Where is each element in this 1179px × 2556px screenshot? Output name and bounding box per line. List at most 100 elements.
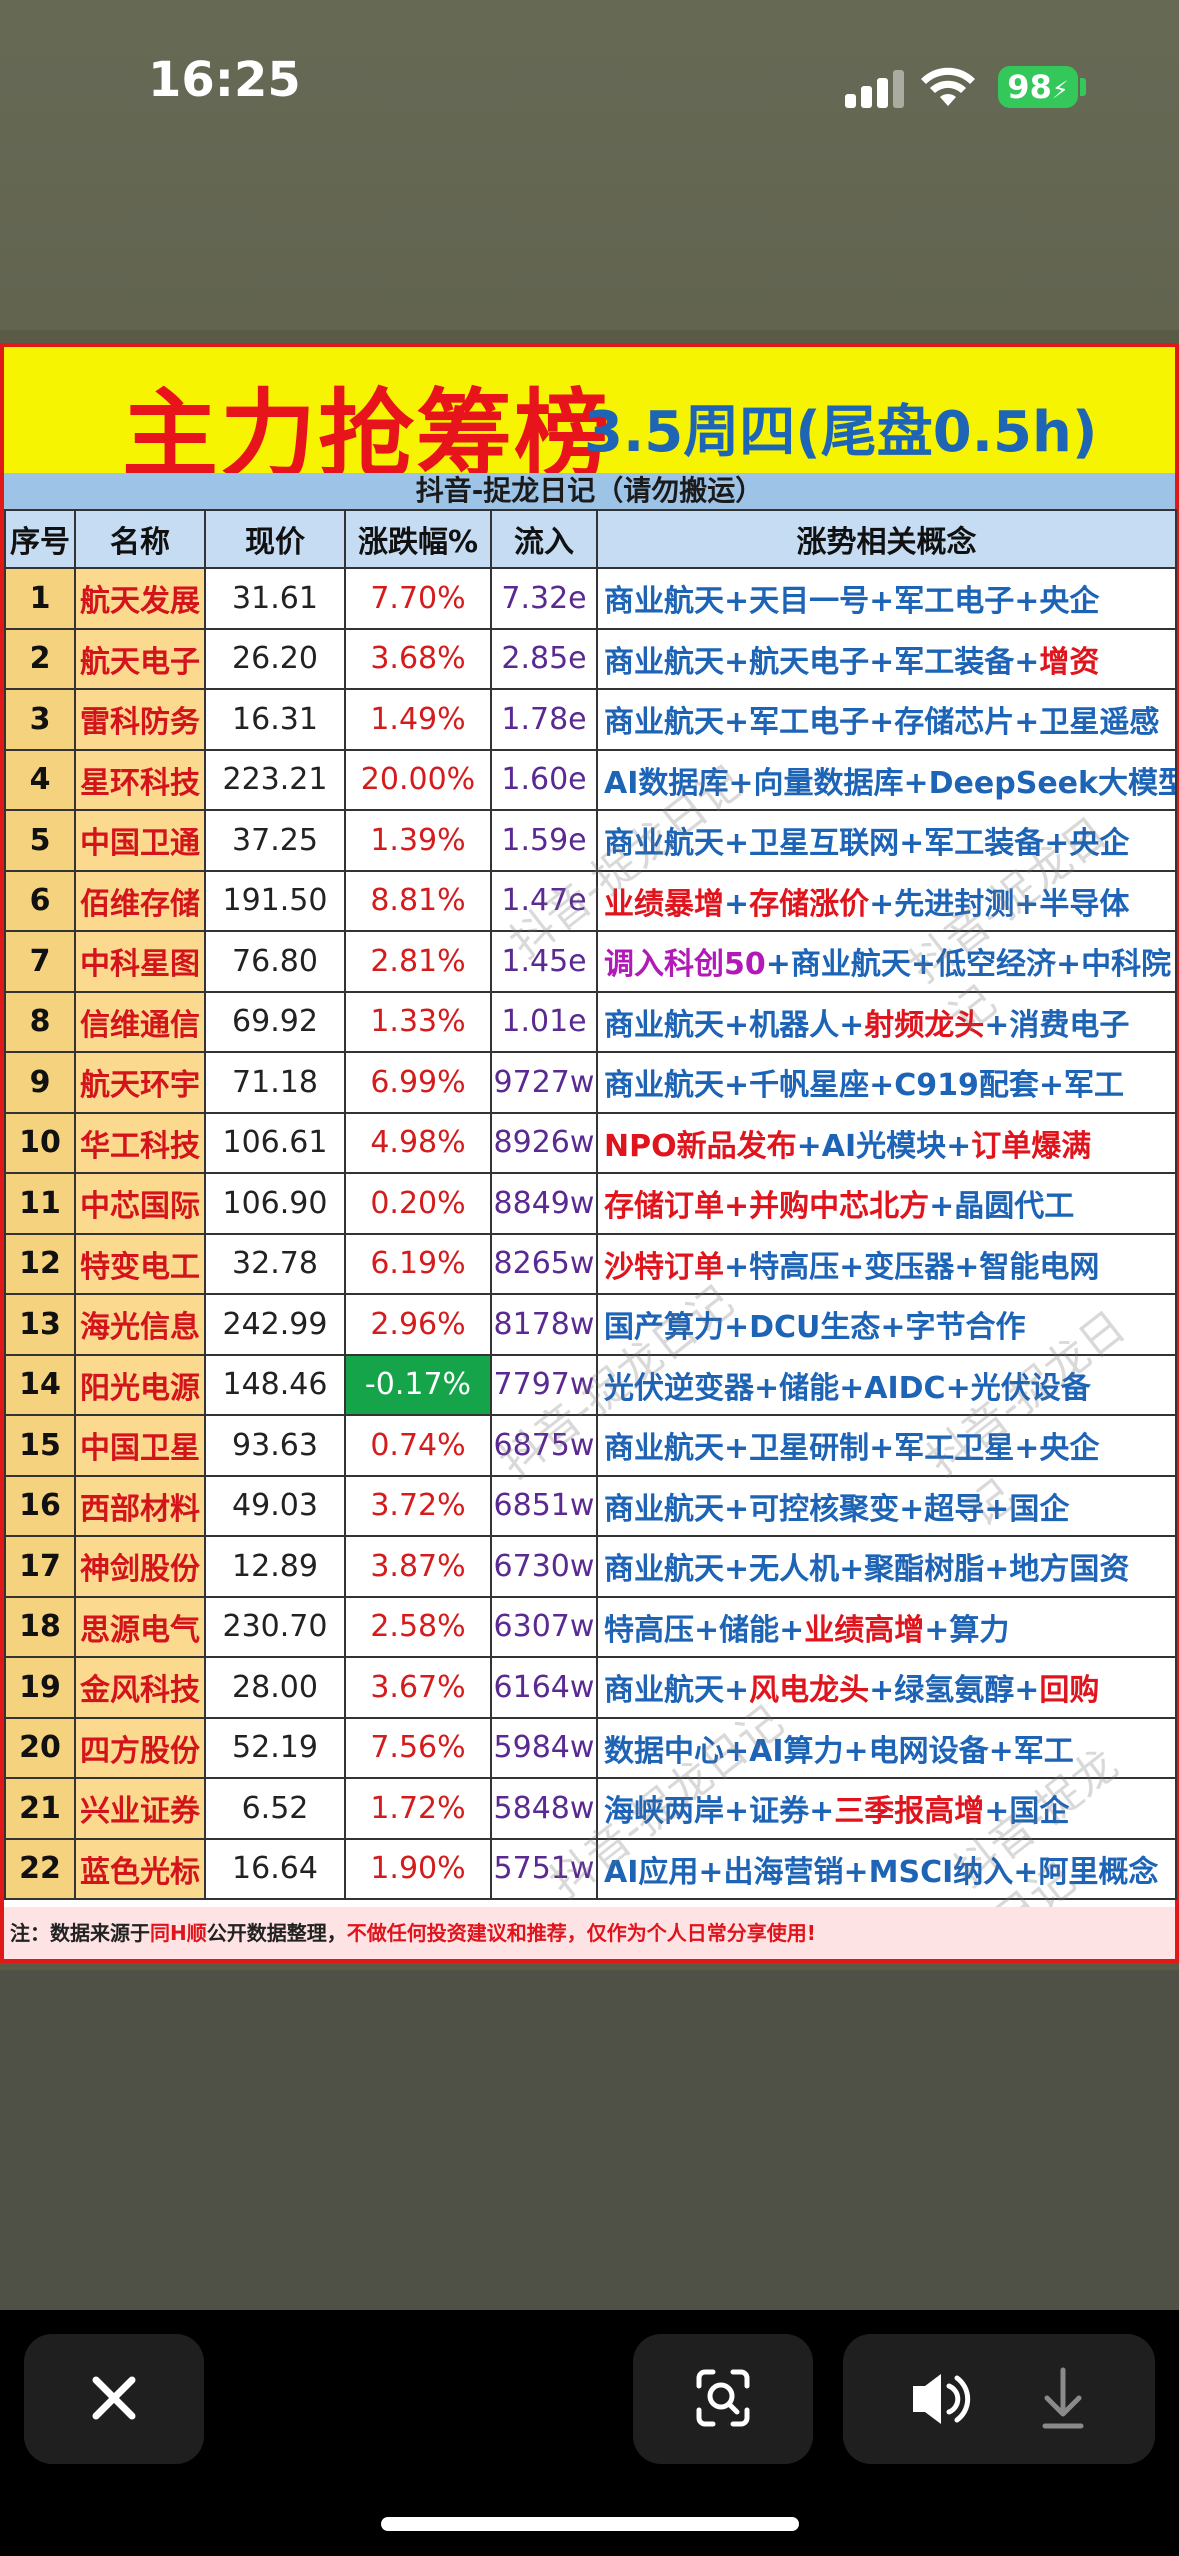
concept-cell: 商业航天+无人机+聚酯树脂+地方国资	[596, 1535, 1177, 1598]
table-row: 14 阳光电源 148.46 -0.17% 7797w 光伏逆变器+储能+AIDC+光伏设…	[4, 1353, 1177, 1416]
stock-name: 信维通信	[74, 990, 206, 1053]
inflow-amount: 7.32e	[490, 567, 598, 630]
inflow-amount: 5848w	[490, 1777, 598, 1840]
concept-cell: 商业航天+千帆星座+C919配套+军工	[596, 1051, 1177, 1114]
row-index: 8	[4, 990, 76, 1053]
table-row: 1 航天发展 31.61 7.70% 7.32e 商业航天+天目一号+军工电子+央企	[4, 567, 1177, 630]
change-percent: 2.81%	[344, 930, 492, 993]
row-index: 12	[4, 1232, 76, 1295]
concept-segment: 商业航天+	[604, 1673, 750, 1709]
inflow-amount: 1.60e	[490, 748, 598, 811]
concept-segment: 调入科创50	[604, 947, 766, 983]
footer-warning: 不做任何投资建议和推荐，仅作为个人日常分享使用!	[346, 1921, 816, 1945]
row-index: 15	[4, 1414, 76, 1477]
stock-name: 中国卫通	[74, 809, 206, 872]
inflow-amount: 7797w	[490, 1353, 598, 1416]
change-percent: 6.99%	[344, 1051, 492, 1114]
speaker-icon[interactable]	[853, 2334, 1003, 2464]
row-index: 1	[4, 567, 76, 630]
table-row: 4 星环科技 223.21 20.00% 1.60e AI数据库+向量数据库+DeepSe…	[4, 748, 1177, 811]
table-row: 11 中芯国际 106.90 0.20% 8849w 存储订单+并购中芯北方+晶圆代工	[4, 1172, 1177, 1235]
stock-name: 星环科技	[74, 748, 206, 811]
concept-cell: AI应用+出海营销+MSCI纳入+阿里概念	[596, 1837, 1177, 1900]
change-percent: 1.33%	[344, 990, 492, 1053]
inflow-amount: 1.45e	[490, 930, 598, 993]
stock-name: 航天电子	[74, 627, 206, 690]
poster-title: 主力抢筹榜	[122, 379, 612, 491]
status-bar: 16:25 98⚡	[0, 0, 1179, 180]
stock-name: 中国卫星	[74, 1414, 206, 1477]
concept-segment: AI应用+出海营销+MSCI纳入+阿里概念	[604, 1854, 1159, 1890]
concept-segment: +晶圆代工	[929, 1189, 1075, 1225]
concept-cell: 数据中心+AI算力+电网设备+军工	[596, 1716, 1177, 1779]
stock-price: 16.31	[204, 688, 346, 751]
concept-segment: +商业航天+低空经济+中科院	[765, 947, 1172, 983]
visual-lookup-button[interactable]	[633, 2334, 813, 2464]
stock-name: 西部材料	[74, 1474, 206, 1537]
concept-segment: 商业航天+航天电子+军工装备+	[604, 644, 1040, 680]
row-index: 14	[4, 1353, 76, 1416]
row-index: 2	[4, 627, 76, 690]
concept-segment: 业绩暴增	[604, 886, 724, 922]
concept-segment: +	[724, 886, 750, 922]
row-index: 18	[4, 1595, 76, 1658]
cellular-signal-icon	[845, 68, 905, 108]
download-icon[interactable]	[993, 2334, 1143, 2464]
concept-cell: 商业航天+卫星研制+军工卫星+央企	[596, 1414, 1177, 1477]
title-band: 主力抢筹榜 3.5周四(尾盘0.5h)	[4, 347, 1175, 491]
concept-segment: 国产算力+DCU生态+字节合作	[604, 1310, 1026, 1346]
stock-price: 230.70	[204, 1595, 346, 1658]
header-price: 现价	[204, 509, 346, 569]
header-inflow: 流入	[490, 509, 598, 569]
close-button[interactable]	[24, 2334, 204, 2464]
row-index: 6	[4, 869, 76, 932]
change-percent: 7.56%	[344, 1716, 492, 1779]
source-band: 抖音-捉龙日记（请勿搬运）	[4, 473, 1175, 509]
stock-price: 93.63	[204, 1414, 346, 1477]
change-percent: 3.72%	[344, 1474, 492, 1537]
concept-segment: 数据中心+AI算力+电网设备+军工	[604, 1733, 1074, 1769]
stock-price: 76.80	[204, 930, 346, 993]
inflow-amount: 6730w	[490, 1535, 598, 1598]
concept-segment: 风电龙头	[749, 1673, 870, 1709]
change-percent: 1.39%	[344, 809, 492, 872]
concept-cell: 商业航天+军工电子+存储芯片+卫星遥感	[596, 688, 1177, 751]
stock-price: 6.52	[204, 1777, 346, 1840]
stock-price: 223.21	[204, 748, 346, 811]
change-percent: 2.96%	[344, 1293, 492, 1356]
inflow-amount: 1.47e	[490, 869, 598, 932]
row-index: 20	[4, 1716, 76, 1779]
concept-segment: 射频龙头	[864, 1007, 985, 1043]
stock-price: 148.46	[204, 1353, 346, 1416]
concept-cell: 调入科创50+商业航天+低空经济+中科院	[596, 930, 1177, 993]
concept-cell: 商业航天+可控核聚变+超导+国企	[596, 1474, 1177, 1537]
stock-name: 佰维存储	[74, 869, 206, 932]
stock-name: 神剑股份	[74, 1535, 206, 1598]
concept-segment: +消费电子	[984, 1007, 1130, 1043]
concept-cell: 商业航天+天目一号+军工电子+央企	[596, 567, 1177, 630]
battery-level: 98	[1007, 68, 1052, 106]
concept-segment: +AI光模块+	[796, 1128, 972, 1164]
inflow-amount: 2.85e	[490, 627, 598, 690]
stock-price: 52.19	[204, 1716, 346, 1779]
inflow-amount: 8178w	[490, 1293, 598, 1356]
concept-segment: +算力	[924, 1612, 1010, 1648]
table-row: 13 海光信息 242.99 2.96% 8178w 国产算力+DCU生态+字节合作	[4, 1293, 1177, 1356]
row-index: 3	[4, 688, 76, 751]
inflow-amount: 1.59e	[490, 809, 598, 872]
concept-segment: 商业航天+无人机+聚酯树脂+地方国资	[604, 1552, 1130, 1588]
stock-price: 242.99	[204, 1293, 346, 1356]
table-row: 6 佰维存储 191.50 8.81% 1.47e 业绩暴增+存储涨价+先进封测+半导体	[4, 869, 1177, 932]
concept-cell: NPO新品发布+AI光模块+订单爆满	[596, 1111, 1177, 1174]
inflow-amount: 6164w	[490, 1656, 598, 1719]
inflow-amount: 5984w	[490, 1716, 598, 1779]
stock-name: 四方股份	[74, 1716, 206, 1779]
stock-name: 兴业证券	[74, 1777, 206, 1840]
inflow-amount: 8849w	[490, 1172, 598, 1235]
concept-cell: 业绩暴增+存储涨价+先进封测+半导体	[596, 869, 1177, 932]
stock-price: 12.89	[204, 1535, 346, 1598]
concept-segment: +绿氢氨醇+	[869, 1673, 1040, 1709]
change-percent: 8.81%	[344, 869, 492, 932]
table-header-row: 序号 名称 现价 涨跌幅% 流入 涨势相关概念	[4, 509, 1177, 569]
stock-name: 中科星图	[74, 930, 206, 993]
